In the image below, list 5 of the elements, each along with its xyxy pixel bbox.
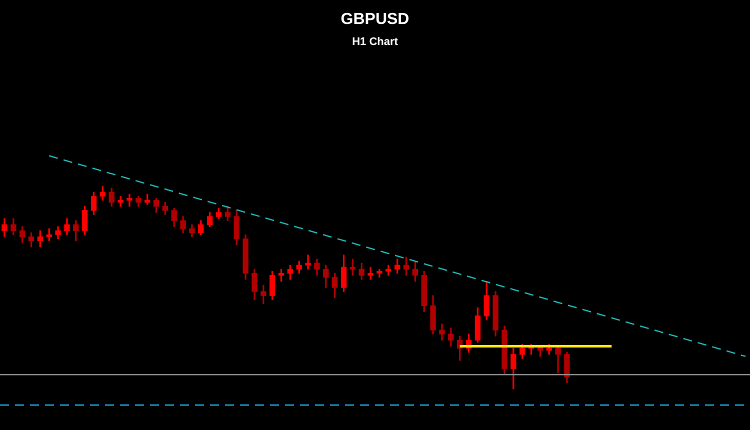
candlestick (305, 254, 311, 270)
candlestick (368, 266, 374, 280)
chart-subtitle: H1 Chart (352, 36, 398, 48)
candlestick (126, 194, 132, 207)
chart-title: GBPUSD (340, 11, 410, 28)
